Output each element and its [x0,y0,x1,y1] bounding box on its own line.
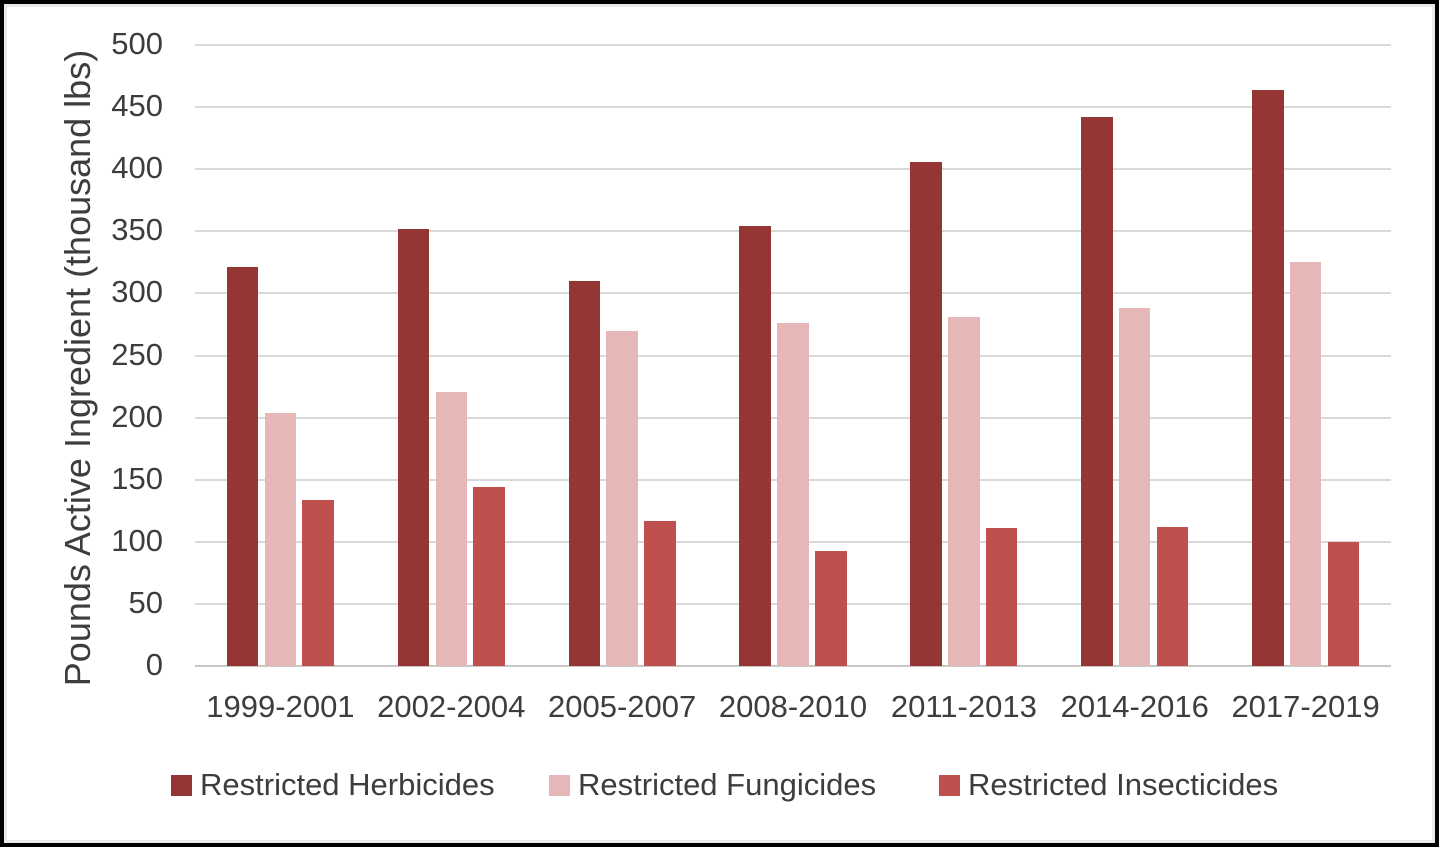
x-tick-label-2005-2007: 2005-2007 [548,689,697,724]
x-tick-label-2017-2019: 2017-2019 [1231,689,1380,724]
x-tick-label-2002-2004: 2002-2004 [377,689,526,724]
y-tick-label-350: 350 [111,212,163,248]
legend-item-insecticides: Restricted Insecticides [939,765,1278,805]
gridline [195,44,1391,46]
y-tick-label-150: 150 [111,460,163,496]
y-tick-label-400: 400 [111,150,163,186]
bar-restricted-herbicides-2011-2013 [910,161,942,666]
bar-restricted-insecticides-1999-2001 [302,499,334,666]
legend-item-herbicides: Restricted Herbicides [171,765,495,805]
bar-restricted-herbicides-1999-2001 [226,267,259,666]
x-tick-label-2011-2013: 2011-2013 [890,689,1037,724]
y-tick-label-250: 250 [111,336,163,372]
y-tick-label-200: 200 [111,398,163,434]
gridline [195,168,1391,171]
bar-restricted-fungicides-2014-2016 [1118,308,1151,666]
legend-label-herbicides: Restricted Herbicides [200,767,495,802]
bar-restricted-insecticides-2008-2010 [815,550,847,666]
bar-restricted-insecticides-2011-2013 [985,528,1018,666]
bar-restricted-fungicides-2017-2019 [1289,262,1322,666]
legend-marker-fungicides [549,774,570,796]
bar-restricted-insecticides-2017-2019 [1327,541,1360,666]
bar-restricted-herbicides-2017-2019 [1252,89,1284,666]
legend: Restricted Herbicides Restricted Fungici… [0,765,1439,805]
legend-marker-insecticides [939,774,960,796]
bar-restricted-fungicides-2005-2007 [606,330,638,666]
bar-restricted-herbicides-2005-2007 [568,280,601,666]
legend-label-fungicides: Restricted Fungicides [578,767,877,802]
y-tick-label-0: 0 [145,647,163,682]
y-tick-label-500: 500 [111,26,163,61]
gridline [195,106,1391,109]
plot-area [195,44,1391,667]
gridline [195,292,1391,295]
gridline [195,230,1391,233]
y-tick-label-450: 450 [111,88,163,124]
y-tick-label-50: 50 [128,584,163,620]
bar-restricted-fungicides-1999-2001 [264,412,297,666]
bar-restricted-herbicides-2014-2016 [1081,117,1113,666]
x-tick-label-2008-2010: 2008-2010 [718,689,868,724]
bar-restricted-fungicides-2008-2010 [777,323,809,666]
bar-restricted-fungicides-2011-2013 [948,317,980,666]
legend-marker-herbicides [171,774,192,796]
bar-restricted-herbicides-2008-2010 [739,226,771,666]
legend-item-fungicides: Restricted Fungicides [549,765,876,805]
bar-restricted-fungicides-2002-2004 [435,391,468,666]
x-tick-label-2014-2016: 2014-2016 [1060,689,1209,724]
x-axis-line [195,665,1391,667]
x-tick-label-1999-2001: 1999-2001 [206,689,355,724]
bar-restricted-insecticides-2005-2007 [644,520,676,666]
y-tick-label-100: 100 [111,522,163,558]
bar-restricted-insecticides-2014-2016 [1156,526,1189,666]
bar-restricted-insecticides-2002-2004 [473,487,505,666]
y-tick-label-300: 300 [111,274,163,310]
bar-restricted-herbicides-2002-2004 [397,228,430,666]
legend-label-insecticides: Restricted Insecticides [968,767,1279,802]
